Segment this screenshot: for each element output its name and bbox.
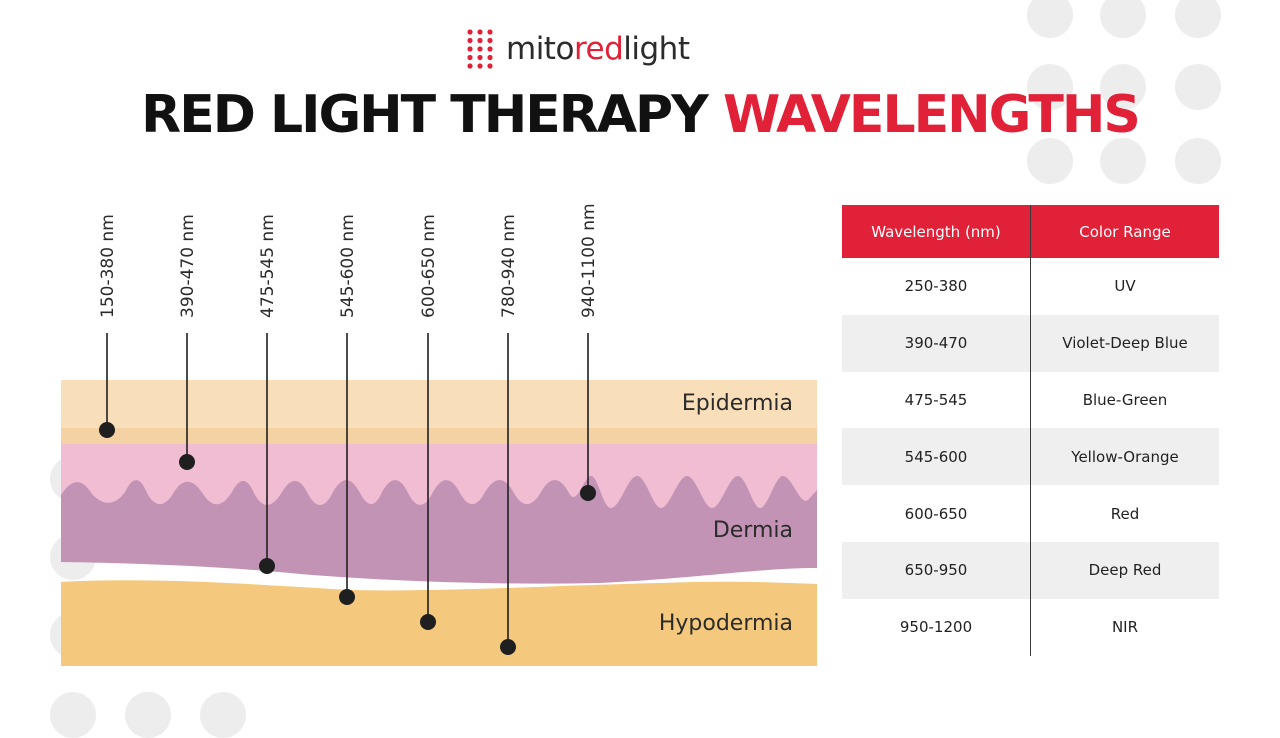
- probe-dot: [500, 639, 516, 655]
- probe-dot: [339, 589, 355, 605]
- table-row: 390-470 Violet-Deep Blue: [842, 314, 1219, 372]
- cell-wavelength: 650-950: [842, 541, 1031, 599]
- probe-label: 475-545 nm: [258, 214, 278, 318]
- cell-color-range: Violet-Deep Blue: [1030, 314, 1219, 372]
- probe-label: 150-380 nm: [98, 214, 118, 318]
- probe-group: 150-380 nm 390-470 nm 475-545 nm 545-600 nm…: [98, 203, 599, 655]
- decor-dot: [1027, 64, 1073, 110]
- decor-dot: [1175, 0, 1221, 38]
- title-part-2: WAVELENGTHS: [722, 85, 1141, 145]
- probe-label: 390-470 nm: [178, 214, 198, 318]
- brand-logo: mitoredlight: [466, 28, 690, 70]
- dermis-layer: [61, 476, 817, 584]
- wavelength-table: Wavelength (nm) Color Range 250-380 UV 3…: [842, 205, 1219, 656]
- table-header-row: Wavelength (nm) Color Range: [842, 205, 1219, 258]
- table-row: 250-380 UV: [842, 258, 1219, 315]
- table-row: 545-600 Yellow-Orange: [842, 428, 1219, 486]
- decor-dot: [1100, 0, 1146, 38]
- logo-dots-icon: [467, 29, 493, 69]
- title-part-1: RED LIGHT THERAPY: [141, 85, 709, 145]
- dermis-label: Dermia: [713, 518, 793, 543]
- epidermis-base-band: [61, 428, 817, 446]
- decor-dot: [1100, 64, 1146, 110]
- cell-color-range: Blue-Green: [1082, 390, 1168, 409]
- table-row: 950-1200 NIR: [842, 598, 1219, 656]
- probe-label: 600-650 nm: [419, 214, 439, 318]
- hypodermis-label: Hypodermia: [659, 611, 793, 636]
- cell-wavelength: 545-600: [842, 428, 1031, 486]
- probe-dot: [580, 485, 596, 501]
- cell-wavelength: 475-545: [842, 371, 1031, 429]
- skin-layers-diagram: 150-380 nm 390-470 nm 475-545 nm 545-600 nm…: [61, 203, 817, 666]
- cell-color-range: Red: [1110, 504, 1140, 523]
- cell-color-range: Yellow-Orange: [1030, 428, 1219, 486]
- probe-dot: [179, 454, 195, 470]
- probe-label: 780-940 nm: [499, 214, 519, 318]
- cell-wavelength: 390-470: [842, 314, 1031, 372]
- table-row: 600-650 Red: [842, 485, 1219, 542]
- header-wavelength: Wavelength (nm): [842, 205, 1031, 258]
- table-row: 650-950 Deep Red: [842, 541, 1219, 599]
- page-title: RED LIGHT THERAPY WAVELENGTHS: [0, 80, 1280, 150]
- probe-dot: [420, 614, 436, 630]
- cell-color-range: NIR: [1111, 618, 1139, 637]
- probe-dot: [259, 558, 275, 574]
- cell-color-range: UV: [1114, 277, 1136, 296]
- epidermis-label: Epidermia: [682, 391, 793, 416]
- probe-dot: [99, 422, 115, 438]
- cell-wavelength: 250-380: [842, 258, 1031, 315]
- cell-wavelength: 950-1200: [842, 598, 1031, 656]
- logo-wordmark: mitoredlight: [506, 28, 690, 70]
- logo-text-mito: mito: [506, 31, 574, 67]
- probe-label: 940-1100 nm: [579, 203, 599, 318]
- decor-dot: [1100, 138, 1146, 184]
- logo-text-light: light: [623, 31, 690, 67]
- cell-wavelength: 600-650: [842, 485, 1031, 542]
- decor-dot: [1027, 138, 1073, 184]
- decor-dot: [1027, 0, 1073, 38]
- cell-color-range: Deep Red: [1030, 541, 1219, 599]
- decor-dot: [1175, 64, 1221, 110]
- header-color-range: Color Range: [1030, 205, 1219, 258]
- decor-dot: [1175, 138, 1221, 184]
- logo-text-red: red: [573, 31, 624, 67]
- hypodermis-layer: [61, 580, 817, 666]
- probe-label: 545-600 nm: [338, 214, 358, 318]
- table-row: 475-545 Blue-Green: [842, 371, 1219, 429]
